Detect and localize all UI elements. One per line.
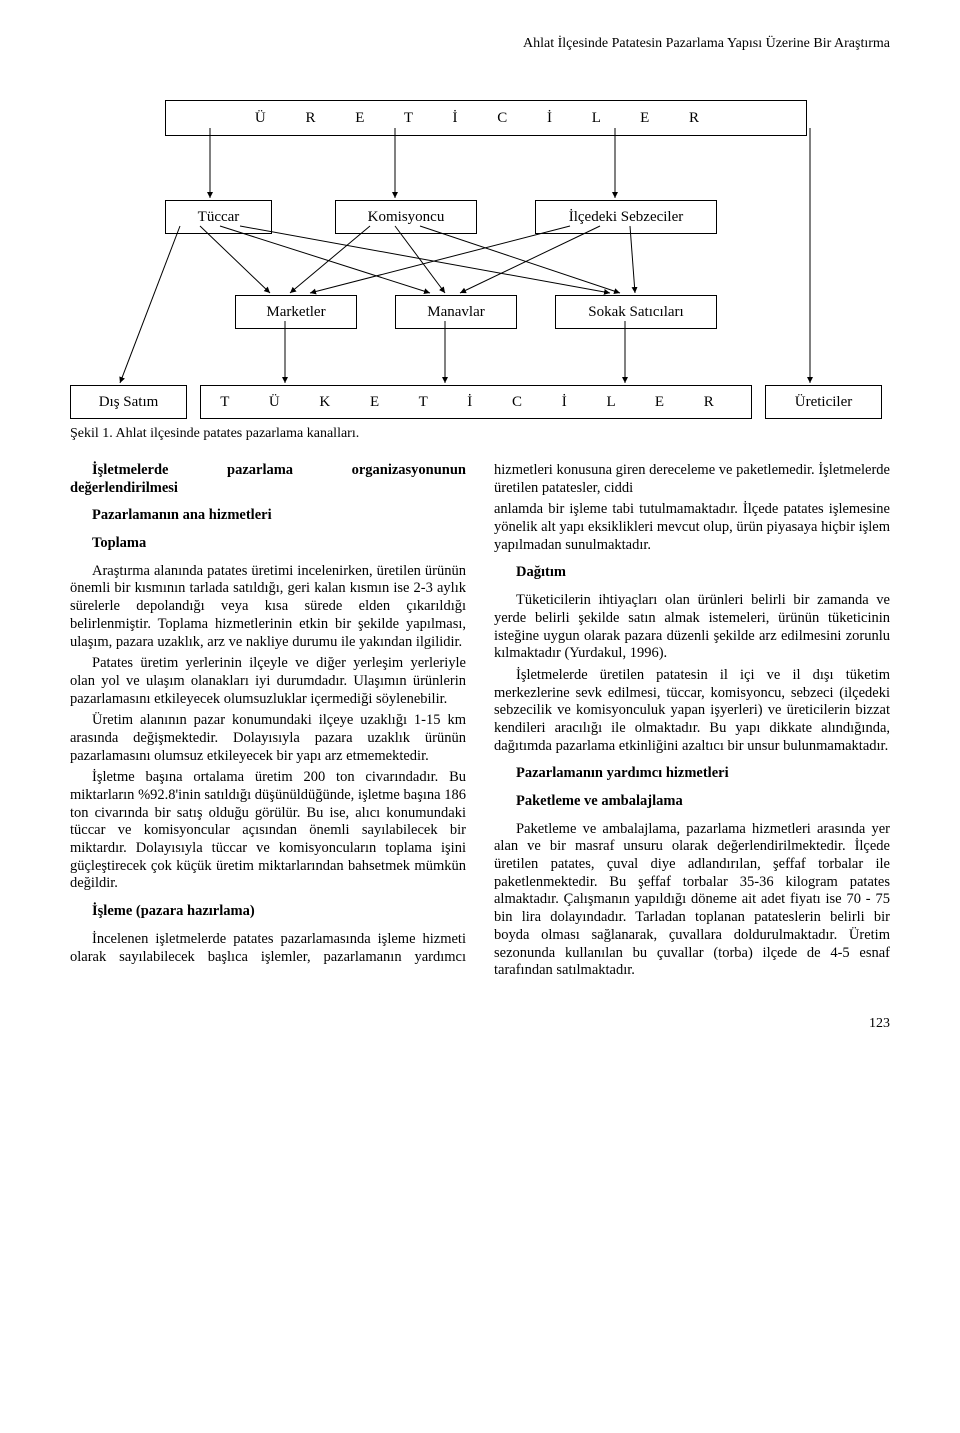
heading-isleme: İşleme (pazara hazırlama) (70, 903, 466, 921)
heading-organizasyon-l1: İşletmelerde pazarlama organizasyonunun (70, 462, 466, 480)
para-4: İşletme başına ortalama üretim 200 ton c… (70, 769, 466, 893)
heading-ana-hizmetler: Pazarlamanın ana hizmetleri (70, 507, 466, 525)
heading-yardimci: Pazarlamanın yardımcı hizmetleri (494, 765, 890, 783)
heading-paketleme: Paketleme ve ambalajlama (494, 793, 890, 811)
running-header: Ahlat İlçesinde Patatesin Pazarlama Yapı… (70, 36, 890, 52)
flow-diagram: Ü R E T İ C İ L E R Tüccar Komisyoncu İl… (70, 100, 890, 420)
heading-dagitim: Dağıtım (494, 564, 890, 582)
body-text: İşletmelerde pazarlama organizasyonunun … (70, 462, 890, 980)
para-2: Patates üretim yerlerinin ilçeyle ve diğ… (70, 655, 466, 708)
para-8: İşletmelerde üretilen patatesin il içi v… (494, 667, 890, 755)
page-number: 123 (70, 1016, 890, 1032)
heading-organizasyon-l2: değerlendirilmesi (70, 480, 466, 498)
diagram-arrows (70, 100, 890, 420)
para-1: Araştırma alanında patates üretimi incel… (70, 563, 466, 651)
heading-toplama: Toplama (70, 535, 466, 553)
para-7: Tüketicilerin ihtiyaçları olan ürünleri … (494, 592, 890, 663)
para-6: anlamda bir işleme tabi tutulmamaktadır.… (494, 501, 890, 554)
para-9: Paketleme ve ambalajlama, pazarlama hizm… (494, 821, 890, 980)
para-3: Üretim alanının pazar konumundaki ilçeye… (70, 712, 466, 765)
figure-caption: Şekil 1. Ahlat ilçesinde patates pazarla… (70, 426, 890, 442)
